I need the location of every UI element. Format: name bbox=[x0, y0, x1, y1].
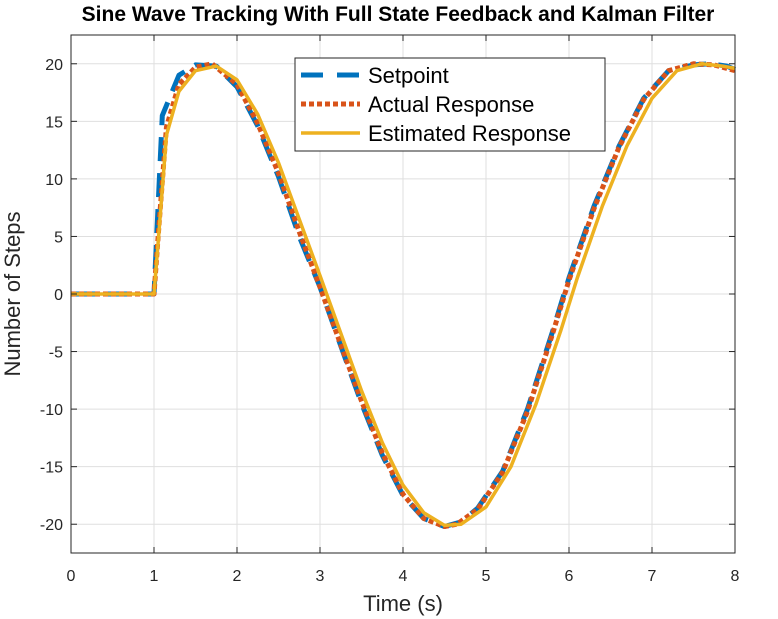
x-tick-label: 6 bbox=[565, 568, 574, 585]
x-axis-label: Time (s) bbox=[363, 591, 443, 616]
x-tick-label: 1 bbox=[150, 568, 159, 585]
ticks bbox=[70, 35, 736, 553]
x-tick-label: 0 bbox=[67, 568, 76, 585]
legend: Setpoint Actual Response Estimated Respons… bbox=[294, 57, 606, 152]
y-tick-label: 5 bbox=[54, 229, 63, 246]
y-tick-label: 15 bbox=[45, 114, 63, 131]
series-line-estimated-response bbox=[71, 62, 736, 528]
y-tick-label: -5 bbox=[49, 345, 63, 362]
chart-title: Sine Wave Tracking With Full State Feedb… bbox=[82, 3, 715, 26]
y-axis-label: Number of Steps bbox=[0, 211, 25, 376]
y-tick-label: 0 bbox=[54, 287, 63, 304]
x-tick-label: 4 bbox=[399, 568, 408, 585]
y-tick-label: -15 bbox=[40, 460, 63, 477]
x-tick-label: 8 bbox=[731, 568, 740, 585]
y-tick-label: -20 bbox=[40, 517, 63, 534]
legend-label: Setpoint bbox=[368, 63, 449, 88]
y-tick-label: -10 bbox=[40, 402, 63, 419]
x-tick-labels: 0 1 2 3 4 5 6 7 8 bbox=[67, 568, 740, 585]
y-tick-labels: -20 -15 -10 -5 0 5 10 15 20 bbox=[40, 57, 63, 534]
x-tick-label: 3 bbox=[316, 568, 325, 585]
legend-label: Estimated Response bbox=[368, 121, 571, 146]
x-tick-label: 7 bbox=[648, 568, 657, 585]
series-line-actual-response bbox=[71, 61, 736, 530]
y-tick-label: 20 bbox=[45, 57, 63, 74]
y-tick-label: 10 bbox=[45, 172, 63, 189]
x-tick-label: 5 bbox=[482, 568, 491, 585]
legend-label: Actual Response bbox=[368, 92, 534, 117]
series-group bbox=[71, 61, 736, 530]
x-tick-label: 2 bbox=[233, 568, 242, 585]
